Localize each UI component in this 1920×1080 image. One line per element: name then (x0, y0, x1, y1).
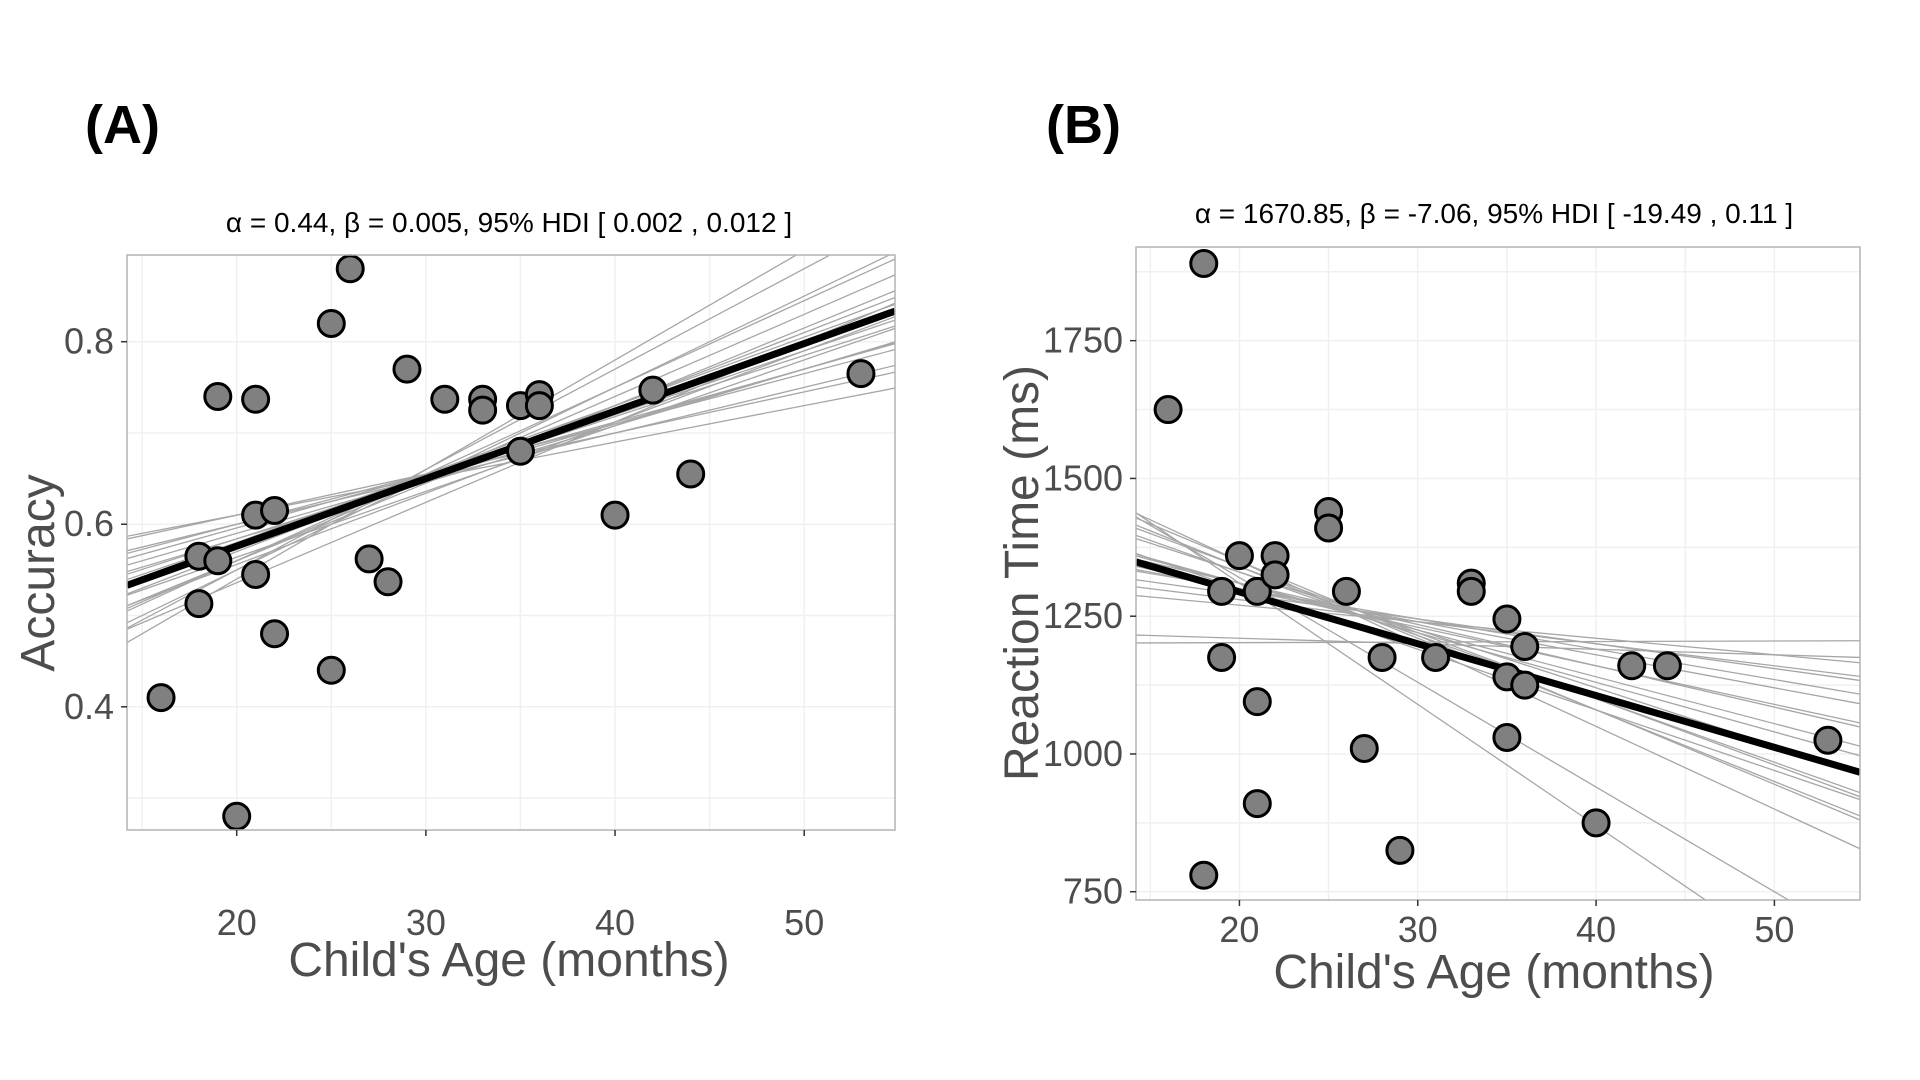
data-point (1242, 789, 1272, 819)
y-axis-title: Accuracy (12, 474, 65, 671)
data-point (1189, 249, 1219, 279)
data-point (260, 496, 290, 526)
x-tick-label: 50 (1754, 909, 1794, 950)
chart-panel-b: 750 1000 1250 1500 1750 20 30 40 50 (B) α = 1670.8… (996, 95, 1861, 999)
data-point (260, 619, 290, 649)
data-point (1510, 632, 1540, 662)
chart-subtitle: α = 0.44, β = 0.005, 95% HDI [ 0.002 , 0… (226, 207, 792, 238)
data-point (1510, 670, 1540, 700)
data-point (846, 359, 876, 389)
y-tick-label: 0.4 (64, 686, 114, 727)
x-tick-label: 20 (1219, 909, 1259, 950)
data-point (392, 354, 422, 384)
data-point (354, 544, 384, 574)
x-tick-label: 40 (595, 902, 635, 943)
x-tick-label: 50 (784, 902, 824, 943)
data-point (146, 683, 176, 713)
x-axis-title: Child's Age (months) (1273, 946, 1714, 999)
y-tick-label: 1750 (1043, 320, 1123, 361)
data-point (241, 384, 271, 414)
x-axis-title: Child's Age (months) (288, 934, 729, 987)
y-tick-label: 0.6 (64, 503, 114, 544)
data-point (1617, 651, 1647, 681)
data-point (1385, 835, 1415, 865)
data-point (1314, 513, 1344, 543)
chart-subtitle: α = 1670.85, β = -7.06, 95% HDI [ -19.49… (1195, 198, 1793, 229)
data-point (505, 436, 535, 466)
data-point (676, 459, 706, 489)
posterior-sample-line (1136, 634, 1860, 659)
data-point (1224, 541, 1254, 571)
data-point (524, 391, 554, 421)
data-point (335, 254, 365, 284)
data-point (1581, 808, 1611, 838)
data-point (1492, 722, 1522, 752)
posterior-sample-line (127, 258, 895, 612)
data-point (241, 559, 271, 589)
y-tick-label: 1500 (1043, 457, 1123, 498)
panel-border (1135, 246, 1861, 901)
y-tick-label: 750 (1063, 871, 1123, 912)
data-point (1242, 576, 1272, 606)
data-point (1207, 643, 1237, 673)
y-tick-label: 0.8 (64, 321, 114, 362)
x-tick-label: 30 (406, 902, 446, 943)
panel-label: (A) (85, 95, 160, 155)
data-point (222, 801, 252, 831)
data-point (316, 308, 346, 338)
data-point (373, 567, 403, 597)
data-point (1189, 860, 1219, 890)
data-point (638, 375, 668, 405)
data-point (1421, 643, 1451, 673)
data-point (1367, 643, 1397, 673)
data-point (1207, 576, 1237, 606)
data-point (1242, 687, 1272, 717)
y-tick-label: 1250 (1043, 595, 1123, 636)
data-point (600, 500, 630, 530)
y-axis-title: Reaction Time (ms) (996, 365, 1049, 781)
panel-label: (B) (1046, 95, 1121, 155)
x-tick-label: 40 (1576, 909, 1616, 950)
x-tick-label: 30 (1398, 909, 1438, 950)
x-tick-label: 20 (217, 902, 257, 943)
data-point (316, 655, 346, 685)
data-point (1260, 560, 1290, 590)
data-point (1813, 725, 1843, 755)
data-point (430, 384, 460, 414)
data-point (184, 589, 214, 619)
data-point (203, 546, 233, 576)
data-point (1349, 733, 1379, 763)
data-point (1456, 576, 1486, 606)
data-point (468, 395, 498, 425)
data-point (1652, 651, 1682, 681)
data-point (1153, 395, 1183, 425)
data-point (203, 381, 233, 411)
chart-panel-a: 0.4 0.6 0.8 20 30 40 50 (A) α = 0.44, β = 0.005,… (12, 95, 896, 987)
y-tick-label: 1000 (1043, 733, 1123, 774)
posterior-sample-line (1136, 640, 1860, 644)
data-point (1331, 576, 1361, 606)
panel-border (126, 254, 896, 831)
data-point (1492, 604, 1522, 634)
